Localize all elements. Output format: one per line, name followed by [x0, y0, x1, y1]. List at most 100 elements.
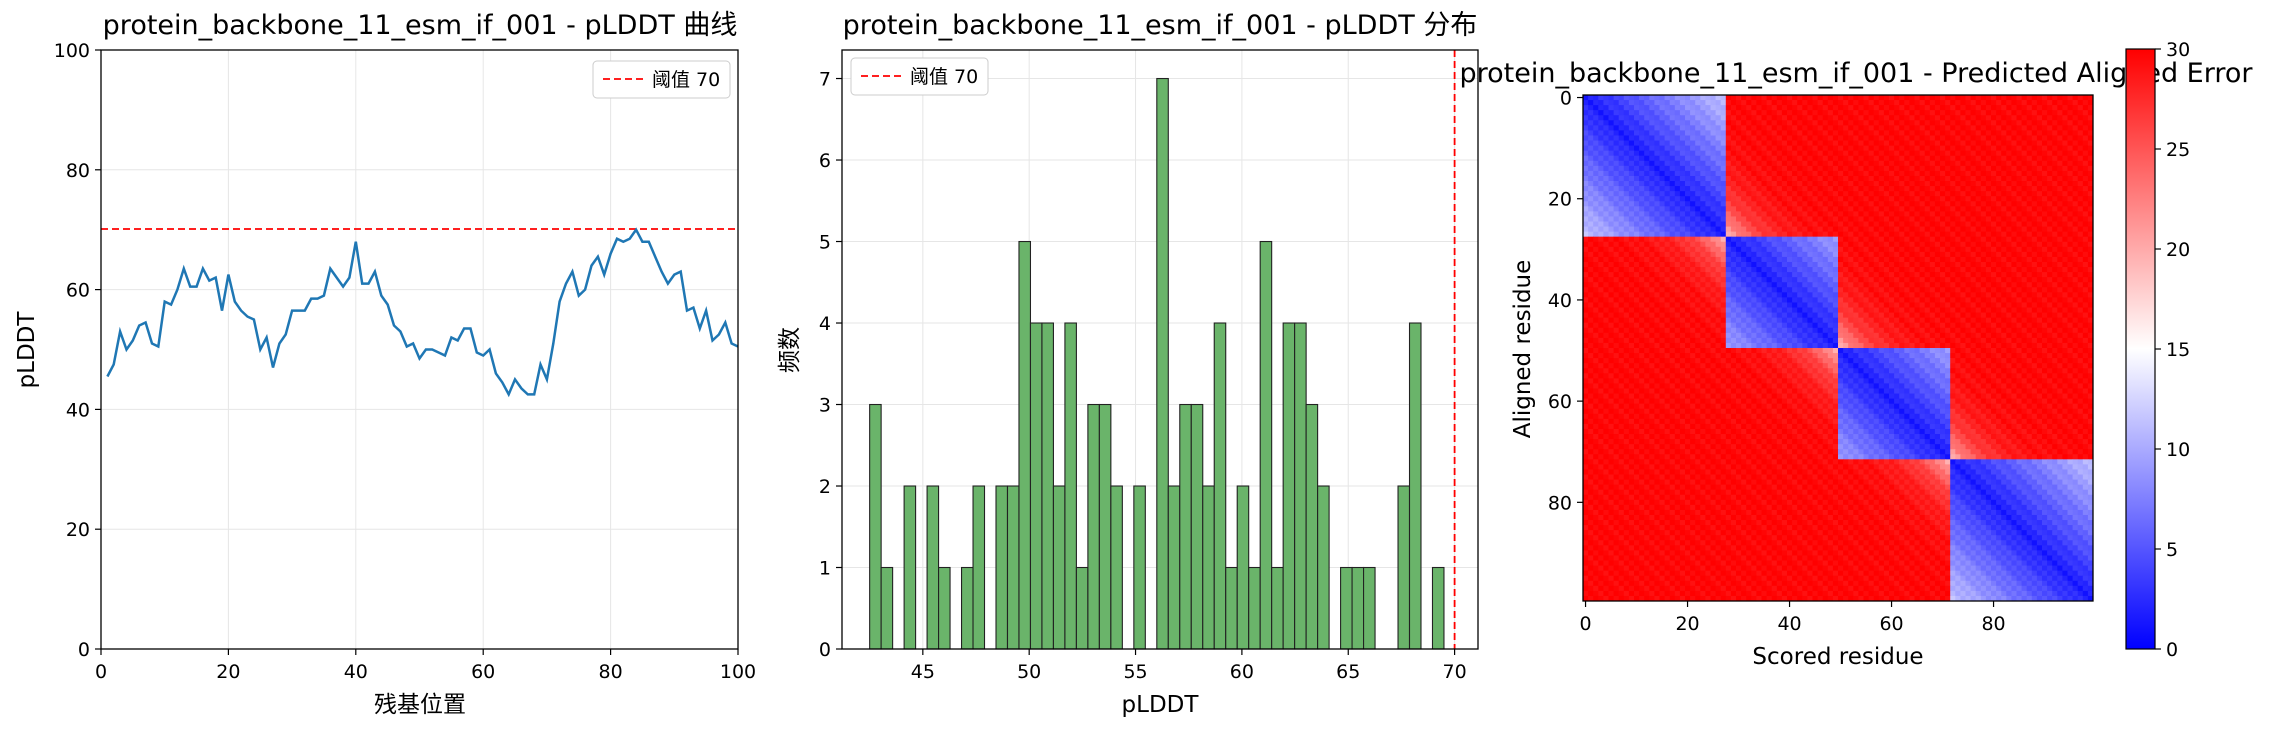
pae-cell [1776, 145, 1783, 152]
pae-cell [1904, 150, 1910, 157]
pae-cell [1889, 150, 1895, 157]
pae-cell [1771, 206, 1778, 212]
pae-cell [1955, 196, 1961, 202]
pae-cell [1781, 181, 1788, 187]
pae-cell [1889, 287, 1895, 293]
pae-cell [1756, 302, 1762, 309]
pae-cell [1822, 236, 1829, 243]
pae-cell [1914, 226, 1921, 233]
pae-cell [1929, 277, 1936, 283]
pae-cell [2047, 186, 2053, 192]
pae-cell [1649, 100, 1655, 106]
pae-cell [1996, 236, 2002, 243]
histogram-title: protein_backbone_11_esm_if_001 - pLDDT 分… [843, 10, 1478, 41]
pae-cell [1654, 105, 1660, 111]
pae-cell [1889, 115, 1895, 121]
pae-cell [1618, 196, 1625, 202]
pae-cell [1690, 327, 1696, 334]
pae-cell [2087, 236, 2094, 243]
pae-cell [1685, 155, 1691, 162]
pae-cell [1822, 216, 1829, 222]
pae-cell [1838, 206, 1844, 212]
pae-cell [1889, 226, 1895, 233]
pae-cell [1980, 191, 1987, 197]
pae-cell [2031, 272, 2038, 278]
pae-cell [1827, 95, 1834, 101]
pae-cell [1623, 120, 1630, 126]
pae-cell [1787, 272, 1793, 278]
pae-cell [1883, 256, 1890, 263]
pae-cell [1996, 226, 2002, 233]
pae-cell [1776, 191, 1783, 197]
pae-cell [1848, 211, 1854, 217]
pae-cell [1720, 140, 1727, 147]
pae-cell [1868, 175, 1875, 182]
pae-cell [1613, 246, 1620, 253]
pae-cell [2016, 135, 2023, 142]
pae-cell [1827, 261, 1834, 268]
pae-cell [1756, 170, 1762, 177]
pae-cell [1934, 211, 1941, 217]
pae-cell [1659, 145, 1666, 152]
pae-cell [2047, 322, 2053, 329]
pae-cell [1715, 322, 1722, 329]
pae-cell [2001, 277, 2007, 283]
pae-cell [1679, 322, 1686, 329]
pae-cell [1741, 140, 1747, 147]
pae-cell [1730, 272, 1737, 278]
pae-cell [1832, 282, 1839, 288]
pae-cell [1628, 332, 1635, 339]
pae-cell [1899, 241, 1905, 248]
pae-cell [1980, 251, 1987, 258]
pae-cell [1766, 191, 1773, 197]
pae-cell [1848, 95, 1854, 101]
pae-cell [1644, 120, 1650, 126]
pae-cell [1802, 241, 1808, 248]
pae-cell [1991, 241, 1997, 248]
pae-cell [1715, 337, 1722, 344]
pae-cell [1889, 165, 1895, 172]
pae-cell [1644, 170, 1650, 177]
pae-cell [2062, 130, 2068, 136]
pae-cell [1674, 327, 1681, 334]
pae-cell [2042, 186, 2048, 192]
pae-cell [1960, 297, 1966, 303]
pae-cell [1848, 322, 1854, 329]
pae-cell [1883, 282, 1890, 288]
pae-cell [1593, 256, 1599, 263]
pae-cell [1751, 170, 1757, 177]
histogram-bar [1408, 322, 1422, 650]
pae-cell [1690, 140, 1696, 147]
pae-cell [1705, 206, 1711, 212]
pae-cell [1679, 241, 1686, 248]
pae-cell [1664, 282, 1671, 288]
pae-cell [1608, 231, 1615, 238]
pae-cell [2016, 317, 2023, 324]
pae-cell [1858, 150, 1864, 157]
pae-cell [2067, 312, 2074, 319]
pae-cell [1934, 191, 1941, 197]
pae-cell [1700, 145, 1706, 152]
pae-cell [2042, 272, 2048, 278]
pae-cell [2031, 135, 2038, 142]
pae-cell [1649, 140, 1655, 147]
pae-cell [1832, 135, 1839, 142]
pae-cell [1792, 216, 1798, 222]
pae-cell [1919, 292, 1926, 298]
pae-cell [1608, 105, 1615, 111]
pae-cell [1858, 191, 1864, 197]
pae-cell [1695, 155, 1701, 162]
pae-cell [1776, 140, 1783, 147]
pae-cell [1730, 140, 1737, 147]
pae-cell [1792, 327, 1798, 334]
pae-cell [1960, 160, 1966, 167]
pae-cell [1654, 322, 1660, 329]
pae-cell [1608, 312, 1615, 319]
pae-cell [1766, 226, 1773, 233]
pae-cell [1588, 135, 1594, 142]
pae-cell [1679, 175, 1686, 182]
pae-cell [1623, 100, 1630, 106]
pae-cell [1685, 251, 1691, 258]
pae-cell [1598, 256, 1604, 263]
pae-cell [1991, 292, 1997, 298]
